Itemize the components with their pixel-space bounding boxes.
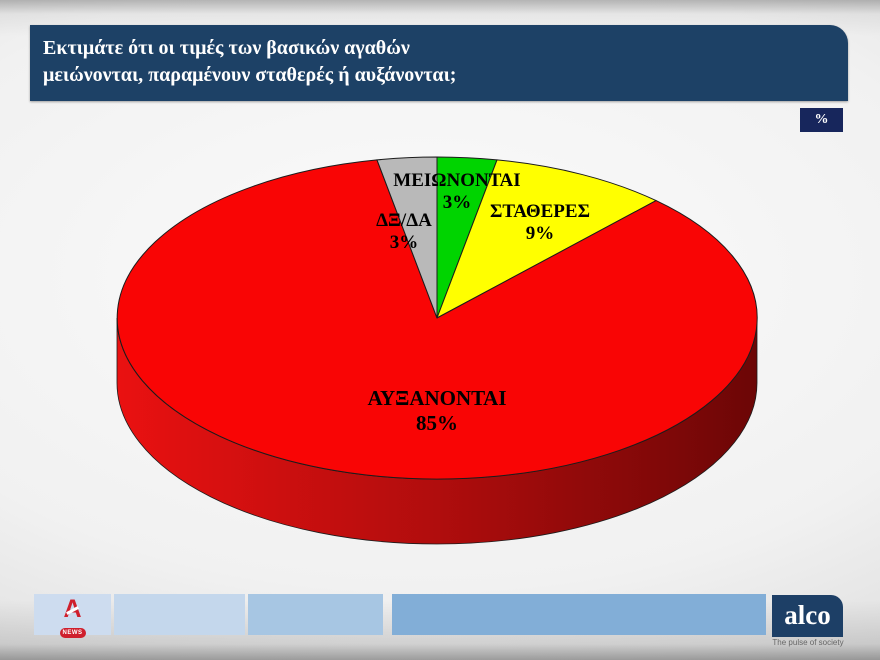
percent-unit-badge: % — [800, 108, 843, 132]
alco-tagline: The pulse of society — [772, 638, 844, 647]
pie-slice-85pct — [116, 159, 758, 480]
footer-tile-4 — [392, 594, 766, 635]
alco-logo: alco — [772, 595, 843, 637]
pie-slice-9pct — [436, 159, 657, 319]
question-title: Εκτιμάτε ότι οι τιμές των βασικών αγαθών… — [30, 25, 848, 101]
question-line-1: Εκτιμάτε ότι οι τιμές των βασικών αγαθών — [43, 37, 410, 59]
alpha-news-logo: A NEWS — [56, 596, 90, 638]
footer-tile-2 — [114, 594, 245, 635]
footer-tile-alpha: A NEWS — [34, 594, 111, 638]
footer-tile-3 — [248, 594, 383, 635]
pie-slice-3pct — [376, 156, 438, 319]
question-line-2: μειώνονται, παραμένουν σταθερές ή αυξάνο… — [43, 64, 457, 86]
alpha-news-badge: NEWS — [59, 627, 86, 638]
alco-logo-text: alco — [784, 600, 831, 630]
alpha-letter-icon: A — [56, 596, 90, 621]
